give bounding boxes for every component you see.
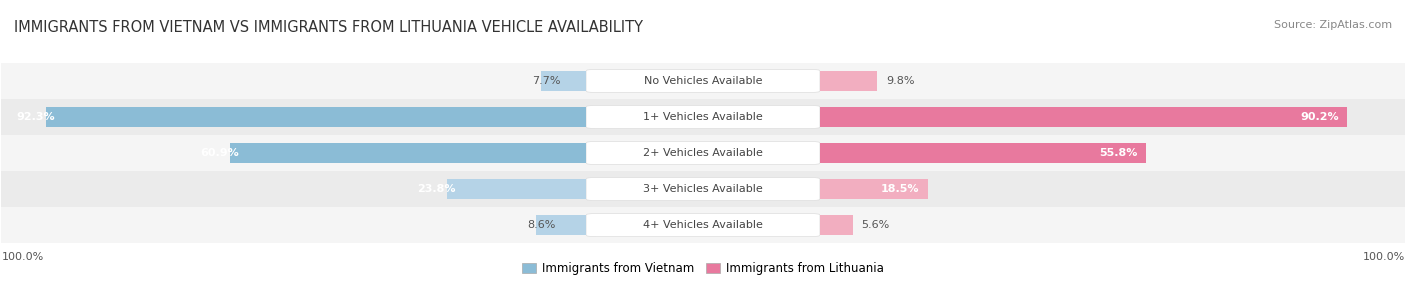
Bar xyxy=(820,171,1405,207)
Text: 4+ Vehicles Available: 4+ Vehicles Available xyxy=(643,220,763,230)
Text: No Vehicles Available: No Vehicles Available xyxy=(644,76,762,86)
Bar xyxy=(820,143,1146,163)
Text: 1+ Vehicles Available: 1+ Vehicles Available xyxy=(643,112,763,122)
FancyBboxPatch shape xyxy=(586,142,820,164)
Bar xyxy=(1,99,586,135)
Text: 100.0%: 100.0% xyxy=(1362,252,1405,262)
Text: 2+ Vehicles Available: 2+ Vehicles Available xyxy=(643,148,763,158)
FancyBboxPatch shape xyxy=(586,106,820,128)
Text: 9.8%: 9.8% xyxy=(886,76,914,86)
FancyBboxPatch shape xyxy=(586,214,820,237)
Bar xyxy=(820,71,877,91)
Text: Source: ZipAtlas.com: Source: ZipAtlas.com xyxy=(1274,20,1392,30)
Bar xyxy=(586,99,820,135)
Bar xyxy=(541,71,586,91)
Bar xyxy=(46,107,586,127)
Text: IMMIGRANTS FROM VIETNAM VS IMMIGRANTS FROM LITHUANIA VEHICLE AVAILABILITY: IMMIGRANTS FROM VIETNAM VS IMMIGRANTS FR… xyxy=(14,20,643,35)
FancyBboxPatch shape xyxy=(586,178,820,200)
Bar xyxy=(820,107,1347,127)
Legend: Immigrants from Vietnam, Immigrants from Lithuania: Immigrants from Vietnam, Immigrants from… xyxy=(517,258,889,280)
Bar xyxy=(1,63,586,99)
Bar xyxy=(447,179,586,199)
Bar xyxy=(820,207,1405,243)
Bar xyxy=(1,135,586,171)
Text: 5.6%: 5.6% xyxy=(862,220,890,230)
Text: 7.7%: 7.7% xyxy=(533,76,561,86)
Bar xyxy=(820,99,1405,135)
Text: 3+ Vehicles Available: 3+ Vehicles Available xyxy=(643,184,763,194)
Bar xyxy=(820,63,1405,99)
Bar xyxy=(1,207,586,243)
Text: 100.0%: 100.0% xyxy=(1,252,44,262)
Bar xyxy=(586,63,820,99)
Text: 18.5%: 18.5% xyxy=(880,184,920,194)
Text: 55.8%: 55.8% xyxy=(1099,148,1137,158)
Text: 92.3%: 92.3% xyxy=(17,112,55,122)
Bar xyxy=(536,215,586,235)
Text: 60.9%: 60.9% xyxy=(200,148,239,158)
Text: 23.8%: 23.8% xyxy=(418,184,456,194)
Bar xyxy=(820,215,852,235)
Bar xyxy=(820,179,928,199)
Bar xyxy=(586,171,820,207)
Bar xyxy=(1,171,586,207)
Bar xyxy=(231,143,586,163)
Text: 8.6%: 8.6% xyxy=(527,220,555,230)
Bar xyxy=(586,207,820,243)
FancyBboxPatch shape xyxy=(586,69,820,92)
Bar xyxy=(586,135,820,171)
Bar xyxy=(820,135,1405,171)
Text: 90.2%: 90.2% xyxy=(1301,112,1339,122)
